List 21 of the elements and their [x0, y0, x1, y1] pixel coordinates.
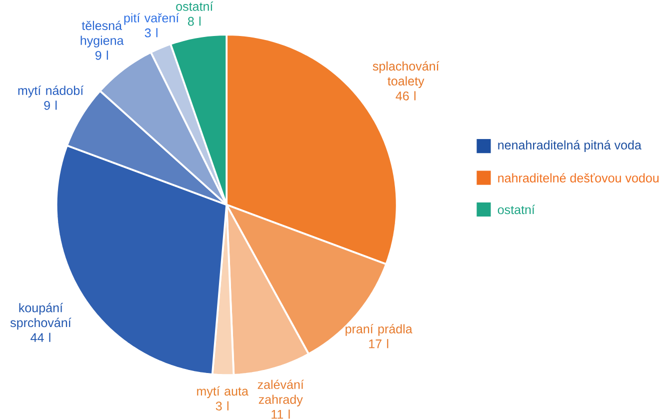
slice-label: splachování toalety [372, 61, 440, 88]
slice-label: praní prádla [346, 324, 412, 336]
data-label: 3 l [144, 28, 158, 38]
slice-label: pití vaření [124, 12, 180, 25]
slice-label: koupání sprchování [10, 302, 72, 330]
slice-label: ostatní [176, 1, 214, 11]
data-label: 9 l [95, 50, 108, 60]
data-label: 3 l [216, 401, 228, 410]
text: ostatní [498, 204, 535, 214]
data-label: 46 l [396, 91, 416, 100]
data-label: 11 l [272, 409, 290, 419]
data-label: 9 l [44, 100, 57, 110]
text: nenahraditelná pitná voda [498, 140, 642, 152]
slice-label: mytí nádobí [18, 86, 84, 98]
data-label: 17 l [369, 338, 388, 348]
slice-label: mytí auta [197, 386, 248, 398]
data-label: 44 l [30, 332, 50, 342]
slice-label: tělesná hygiena [80, 20, 124, 48]
data-label: 8 l [188, 16, 201, 26]
slice-label: zalévání zahrady [258, 380, 304, 406]
text: nahraditelné dešťovou vodou [498, 172, 659, 182]
